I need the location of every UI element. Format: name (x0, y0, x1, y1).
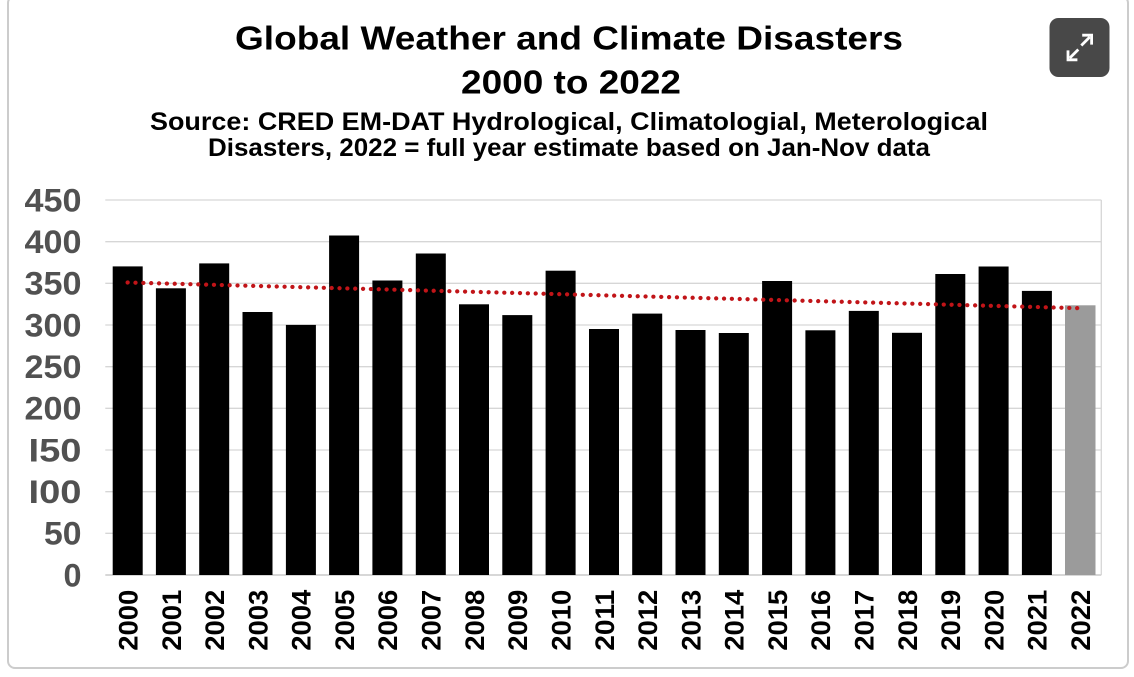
svg-text:2000 to 2022: 2000 to 2022 (461, 63, 681, 100)
svg-text:2005: 2005 (330, 590, 360, 651)
svg-text:2022: 2022 (1066, 590, 1096, 651)
svg-text:2017: 2017 (850, 590, 880, 651)
svg-text:2020: 2020 (979, 590, 1009, 651)
svg-text:2006: 2006 (373, 590, 403, 651)
svg-text:2012: 2012 (633, 590, 663, 651)
svg-text:350: 350 (25, 266, 82, 302)
svg-text:2007: 2007 (417, 590, 447, 651)
svg-text:2008: 2008 (460, 590, 490, 651)
svg-text:50: 50 (44, 516, 82, 552)
svg-text:Disasters, 2022 = full year es: Disasters, 2022 = full year estimate bas… (208, 134, 931, 162)
svg-text:2004: 2004 (287, 590, 317, 651)
svg-text:2013: 2013 (676, 590, 706, 651)
svg-text:2015: 2015 (763, 590, 793, 651)
svg-text:400: 400 (25, 224, 82, 260)
svg-text:2019: 2019 (936, 590, 966, 651)
svg-text:2021: 2021 (1023, 590, 1053, 651)
svg-text:0: 0 (64, 557, 82, 593)
svg-text:2018: 2018 (893, 590, 923, 651)
svg-text:I00: I00 (29, 474, 82, 510)
svg-text:2009: 2009 (503, 590, 533, 651)
svg-text:200: 200 (25, 391, 82, 427)
svg-text:2000: 2000 (114, 590, 144, 651)
svg-text:I50: I50 (29, 432, 82, 468)
svg-text:2014: 2014 (720, 590, 750, 651)
svg-text:2010: 2010 (546, 590, 576, 651)
svg-text:2016: 2016 (806, 590, 836, 651)
svg-text:250: 250 (25, 349, 82, 385)
svg-text:2001: 2001 (157, 590, 187, 651)
svg-text:300: 300 (25, 307, 82, 343)
svg-text:450: 450 (25, 182, 82, 218)
svg-text:Global Weather and Climate Dis: Global Weather and Climate Disasters (235, 19, 903, 56)
svg-text:2011: 2011 (590, 590, 620, 651)
svg-text:2002: 2002 (200, 590, 230, 651)
svg-text:2003: 2003 (243, 590, 273, 651)
svg-text:Source: CRED EM-DAT Hydrologic: Source: CRED EM-DAT Hydrological, Climat… (150, 108, 988, 136)
